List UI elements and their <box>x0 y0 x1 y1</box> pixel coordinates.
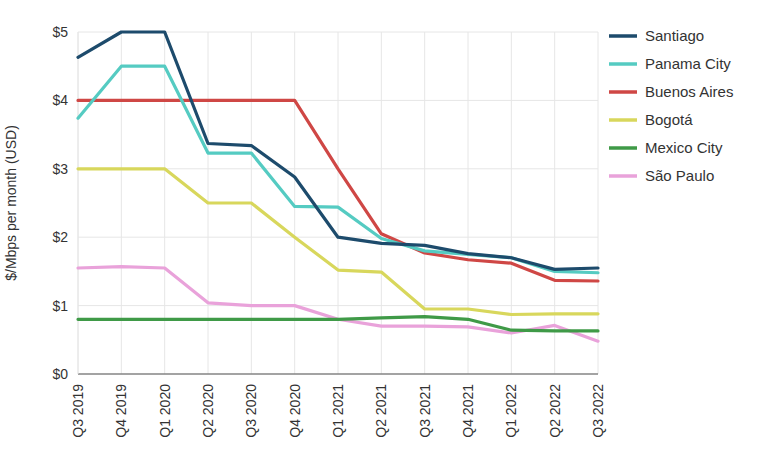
y-grid-line <box>78 374 598 375</box>
x-tick-label: Q1 2022 <box>503 384 519 438</box>
legend-label: São Paulo <box>645 167 714 184</box>
y-tick-label: $0 <box>52 366 68 382</box>
x-grid-line <box>468 32 469 374</box>
series-line <box>78 66 598 273</box>
series-line <box>78 317 598 331</box>
x-tick-label: Q2 2022 <box>547 384 563 438</box>
x-tick-label: Q4 2021 <box>460 384 476 438</box>
grid <box>78 32 598 374</box>
x-grid-line <box>424 32 425 374</box>
series-line <box>78 169 598 315</box>
x-tick-label: Q3 2020 <box>243 384 259 438</box>
x-tick-label: Q3 2021 <box>417 384 433 438</box>
series-line <box>78 267 598 342</box>
x-tick-label: Q1 2021 <box>330 384 346 438</box>
y-tick-label: $4 <box>52 92 68 108</box>
y-tick-label: $1 <box>52 298 68 314</box>
x-tick-label: Q2 2020 <box>200 384 216 438</box>
y-tick-label: $3 <box>52 161 68 177</box>
series-line <box>78 100 598 281</box>
legend-label: Mexico City <box>645 139 723 156</box>
x-grid-line <box>78 32 79 374</box>
legend-label: Buenos Aires <box>645 83 733 100</box>
x-axis-line <box>78 373 598 374</box>
x-tick-label: Q4 2020 <box>287 384 303 438</box>
y-tick-label: $2 <box>52 229 68 245</box>
x-grid-line <box>164 32 165 374</box>
x-tick-label: Q3 2022 <box>590 384 606 438</box>
legend-swatch <box>609 62 637 66</box>
legend-label: Bogotá <box>645 111 693 128</box>
x-grid-line <box>511 32 512 374</box>
y-tick-label: $5 <box>52 24 68 40</box>
legend-swatch <box>609 118 637 122</box>
legend-swatch <box>609 90 637 94</box>
legend: Santiago Panama City Buenos Aires Bogotá Mex… <box>609 27 733 184</box>
x-grid-line <box>381 32 382 374</box>
legend-swatch <box>609 174 637 178</box>
legend-label: Santiago <box>645 27 704 44</box>
legend-swatch <box>609 146 637 150</box>
y-axis-line <box>78 32 79 374</box>
x-tick-label: Q1 2020 <box>157 384 173 438</box>
series-line <box>78 32 598 269</box>
x-tick-label: Q2 2021 <box>373 384 389 438</box>
plot-area <box>78 32 598 341</box>
x-grid-line <box>121 32 122 374</box>
chart: $0 $1 $2 $3 $4 $5 Q3 2019 Q4 2019 Q1 2020 Q2 2020… <box>0 0 775 474</box>
x-grid-line <box>554 32 555 374</box>
legend-label: Panama City <box>645 55 731 72</box>
x-grid-line <box>294 32 295 374</box>
y-axis-label: $/Mbps per month (USD) <box>3 125 19 281</box>
x-grid-line <box>338 32 339 374</box>
x-tick-label: Q3 2019 <box>70 384 86 438</box>
x-tick-label: Q4 2019 <box>113 384 129 438</box>
x-grid-line <box>598 32 599 374</box>
y-grid-line <box>78 305 598 306</box>
legend-swatch <box>609 34 637 38</box>
